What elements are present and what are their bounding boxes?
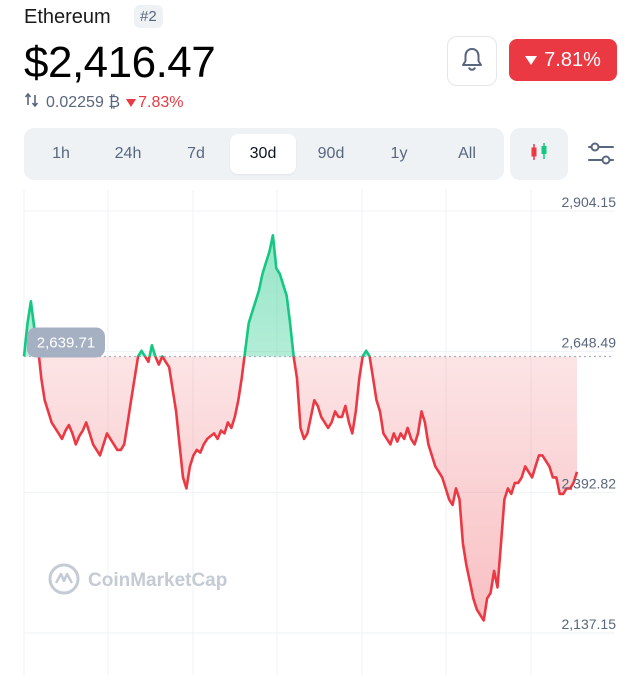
alert-button[interactable] — [447, 36, 497, 86]
down-triangle-icon — [126, 98, 137, 107]
tab-1y[interactable]: 1y — [390, 145, 408, 162]
swap-arrows-icon — [24, 92, 40, 113]
chart-area-fills — [24, 235, 577, 621]
sliders-icon — [586, 142, 616, 172]
btc-change-value: 7.83% — [138, 93, 184, 111]
bell-icon — [459, 46, 485, 77]
chart-series-line — [22, 234, 579, 622]
y-tick-label: 2,904.15 — [562, 194, 617, 210]
y-axis-ticks: 2,904.15 2,648.49 2,392.82 2,137.15 — [562, 194, 617, 632]
coin-name: Ethereum — [24, 6, 111, 28]
btc-price-row: 0.02259 ₿ 7.83% — [24, 92, 184, 113]
btc-change: 7.83% — [126, 93, 184, 112]
area-fill-down — [24, 356, 577, 621]
chart-type-button[interactable] — [510, 128, 568, 180]
tab-30d[interactable]: 30d — [230, 134, 296, 174]
baseline-value: 2,639.71 — [37, 334, 95, 351]
tab-1h[interactable]: 1h — [52, 145, 70, 162]
watermark-text: CoinMarketCap — [88, 570, 227, 591]
filter-button[interactable] — [586, 140, 616, 173]
tab-24h[interactable]: 24h — [114, 145, 142, 162]
y-tick-label: 2,392.82 — [562, 475, 617, 491]
timeframe-tabs: 1h 24h 7d 30d 90d 1y All — [24, 128, 504, 180]
y-tick-label: 2,137.15 — [562, 616, 617, 632]
price-chart[interactable]: CoinMarketCap 2,904.152,648.492,392.822,… — [0, 190, 640, 675]
watermark: CoinMarketCap — [48, 563, 227, 595]
change-24h-value: 7.81% — [544, 48, 601, 71]
candlestick-icon — [528, 141, 550, 168]
down-triangle-icon — [525, 55, 538, 65]
y-tick-label: 2,648.49 — [562, 335, 617, 351]
rank-badge: #2 — [134, 5, 163, 28]
area-fill-up — [24, 235, 370, 357]
tab-all[interactable]: All — [458, 145, 476, 162]
baseline-value-pill: 2,639.71 — [27, 327, 105, 358]
btc-price: 0.02259 ₿ — [46, 93, 121, 111]
tab-90d[interactable]: 90d — [317, 145, 345, 162]
price-value: $2,416.47 — [24, 38, 216, 87]
series-line-down — [37, 356, 579, 622]
tab-7d[interactable]: 7d — [187, 145, 205, 162]
change-24h-badge: 7.81% — [509, 39, 617, 81]
